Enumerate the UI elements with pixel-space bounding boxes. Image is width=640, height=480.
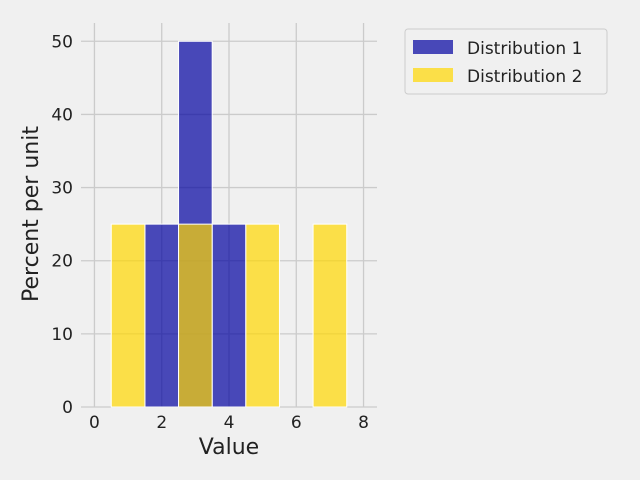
x-tick-label-4: 4: [224, 413, 235, 433]
tick-labels: 0 2 4 6 8 0 10 20 30 40 50: [51, 32, 369, 433]
histogram-bars: [110, 40, 348, 408]
y-axis-label: Percent per unit: [19, 126, 44, 302]
bar-series-2-bin-1: [110, 223, 146, 408]
y-tick-label-30: 30: [51, 179, 73, 199]
x-axis-label: Value: [199, 435, 259, 460]
legend-swatch-distribution-2: [413, 68, 453, 82]
x-tick-label-6: 6: [291, 413, 302, 433]
y-tick-label-20: 20: [51, 252, 73, 272]
legend-swatch-distribution-1: [413, 40, 453, 54]
legend-frame: [404, 28, 608, 95]
y-tick-label-50: 50: [51, 32, 73, 52]
y-tick-label-0: 0: [62, 398, 73, 418]
y-tick-label-40: 40: [51, 105, 73, 125]
bar-series-1-bin-1: [144, 223, 180, 408]
x-tick-label-8: 8: [358, 413, 369, 433]
x-tick-label-2: 2: [156, 413, 167, 433]
legend: Distribution 1 Distribution 2: [404, 28, 608, 95]
y-tick-label-10: 10: [51, 325, 73, 345]
legend-label-distribution-1: Distribution 1: [467, 39, 582, 59]
bar-series-1-bin-3: [211, 223, 247, 408]
legend-label-distribution-2: Distribution 2: [467, 67, 582, 87]
bar-series-2-bin-2: [178, 223, 213, 408]
bar-series-2-bin-4: [312, 223, 348, 408]
bar-series-2-bin-3: [245, 223, 280, 408]
x-tick-label-0: 0: [89, 413, 100, 433]
